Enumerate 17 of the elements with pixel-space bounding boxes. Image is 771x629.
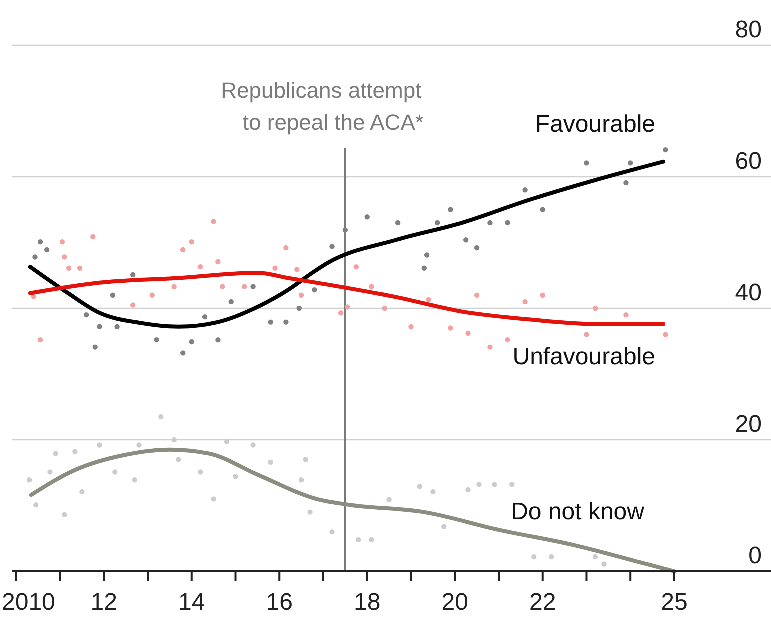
x-tick-label: 20 (442, 589, 468, 616)
x-tick-label: 12 (90, 589, 118, 616)
series-label: Unfavourable (512, 343, 656, 370)
series-label: Do not know (511, 498, 646, 526)
series-label: Favourable (535, 110, 656, 138)
x-tick-label: 14 (178, 589, 206, 616)
ref-line-label: Republicans attempt to repeal the ACA* (221, 78, 424, 135)
y-tick-label: 20 (735, 411, 762, 438)
y-tick-label: 60 (735, 148, 762, 175)
x-tick-label: 18 (354, 589, 381, 616)
y-tick-label: 0 (748, 542, 762, 570)
x-tick-label: 16 (266, 589, 293, 616)
x-tick-label: 2010 (2, 589, 56, 616)
y-tick-label: 80 (735, 16, 762, 44)
y-tick-label: 40 (735, 280, 762, 306)
x-tick-label: 22 (530, 589, 556, 616)
x-tick-label: 25 (661, 589, 688, 616)
